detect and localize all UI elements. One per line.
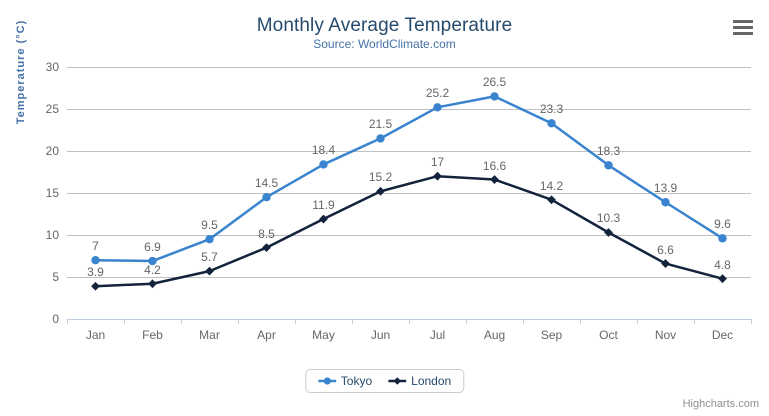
- data-point-tokyo-oct[interactable]: [604, 161, 613, 170]
- data-point-london-sep[interactable]: [547, 195, 556, 205]
- credits-link[interactable]: Highcharts.com: [682, 398, 759, 410]
- data-point-tokyo-nov[interactable]: [661, 198, 670, 207]
- y-axis-title: Temperature (°C): [15, 19, 27, 125]
- gridline: [67, 235, 751, 236]
- y-axis-tick-label: 0: [52, 312, 59, 326]
- x-axis-tick-label-mar: Mar: [199, 328, 220, 342]
- x-axis-tick: [523, 319, 524, 324]
- x-axis-tick-label-may: May: [312, 328, 335, 342]
- data-point-london-dec[interactable]: [718, 274, 727, 284]
- y-axis-tick-label: 15: [45, 186, 59, 200]
- x-axis-tick-label-aug: Aug: [483, 328, 506, 342]
- data-point-tokyo-apr[interactable]: [262, 193, 271, 202]
- data-point-london-feb[interactable]: [148, 279, 157, 289]
- gridline: [67, 277, 751, 278]
- gridline: [67, 193, 751, 194]
- data-point-london-may[interactable]: [319, 214, 328, 224]
- y-axis-tick-label: 25: [45, 102, 59, 116]
- x-axis-tick-label-feb: Feb: [142, 328, 163, 342]
- chart-subtitle: Source: WorldClimate.com: [313, 37, 456, 51]
- x-axis-tick-label-oct: Oct: [599, 328, 618, 342]
- gridline: [67, 109, 751, 110]
- x-axis-tick-label-jun: Jun: [370, 328, 391, 342]
- plot-area: [67, 67, 751, 320]
- data-point-london-jul[interactable]: [433, 171, 442, 181]
- x-axis-line: [67, 319, 752, 324]
- x-axis-tick: [181, 319, 182, 324]
- data-point-london-mar[interactable]: [205, 266, 214, 276]
- x-axis-tick: [124, 319, 125, 324]
- hamburger-bar: [733, 19, 753, 23]
- hamburger-bar: [733, 25, 753, 29]
- data-point-tokyo-jan[interactable]: [91, 256, 100, 265]
- y-axis-tick-label: 10: [45, 228, 59, 242]
- data-point-tokyo-jul[interactable]: [433, 103, 442, 112]
- y-axis-labels: 0 5 10 15 20 25 30: [15, 60, 59, 326]
- x-axis-tick: [352, 319, 353, 324]
- x-axis-tick: [694, 319, 695, 324]
- x-axis-tick: [238, 319, 239, 324]
- x-axis-labels: Jan Feb Mar Apr May Jun Jul Aug Sep Oct Nov Dec: [67, 328, 751, 348]
- gridline: [67, 67, 751, 68]
- legend-marker-circle-icon: [317, 377, 336, 385]
- x-axis-tick: [295, 319, 296, 324]
- data-point-london-oct[interactable]: [604, 228, 613, 237]
- x-axis-tick: [580, 319, 581, 324]
- data-point-london-jun[interactable]: [376, 186, 385, 196]
- x-axis-tick-label-dec: Dec: [711, 328, 734, 342]
- data-point-tokyo-may[interactable]: [319, 160, 328, 169]
- data-point-london-aug[interactable]: [490, 175, 499, 184]
- x-axis-tick: [751, 319, 752, 324]
- y-axis-tick-label: 30: [45, 60, 59, 74]
- data-point-london-nov[interactable]: [661, 259, 670, 268]
- gridline: [67, 151, 751, 152]
- x-axis-tick-label-apr: Apr: [257, 328, 276, 342]
- legend-item-tokyo[interactable]: Tokyo: [317, 374, 373, 388]
- x-axis-tick: [466, 319, 467, 324]
- legend-label: Tokyo: [340, 374, 373, 388]
- x-axis-tick-label-nov: Nov: [654, 328, 677, 342]
- x-axis-tick-label-jan: Jan: [85, 328, 106, 342]
- y-axis-tick-label: 20: [45, 144, 59, 158]
- data-point-london-jan[interactable]: [91, 281, 100, 291]
- data-point-london-apr[interactable]: [262, 243, 271, 252]
- data-point-tokyo-jun[interactable]: [376, 134, 385, 143]
- chart-title: Monthly Average Temperature: [256, 15, 513, 36]
- y-axis-tick-label: 5: [52, 270, 59, 284]
- legend-item-london[interactable]: London: [388, 374, 451, 388]
- hamburger-menu-icon[interactable]: [730, 16, 756, 38]
- x-axis-tick-label-jul: Jul: [429, 328, 446, 342]
- x-axis-tick: [637, 319, 638, 324]
- data-point-tokyo-feb[interactable]: [148, 256, 157, 266]
- x-axis-tick: [409, 319, 410, 324]
- x-axis-tick-label-sep: Sep: [540, 328, 563, 342]
- legend: Tokyo London: [304, 369, 465, 393]
- data-point-tokyo-aug[interactable]: [490, 92, 499, 101]
- hamburger-bar: [733, 31, 753, 35]
- x-axis-tick: [67, 319, 68, 324]
- data-point-tokyo-dec[interactable]: [718, 234, 727, 243]
- data-point-tokyo-mar[interactable]: [205, 235, 214, 244]
- data-point-tokyo-sep[interactable]: [547, 119, 556, 128]
- legend-marker-diamond-icon: [388, 377, 407, 385]
- legend-label: London: [411, 374, 452, 388]
